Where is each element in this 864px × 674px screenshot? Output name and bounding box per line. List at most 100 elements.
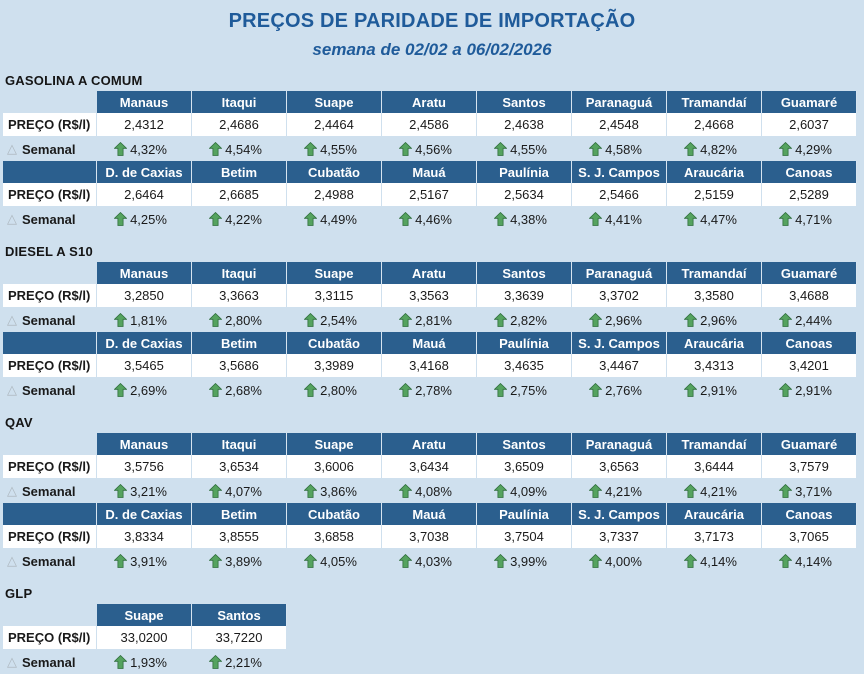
weekly-change-cell: 2,80%: [287, 378, 382, 402]
city-header: Canoas: [762, 332, 857, 354]
weekly-label-text: Semanal: [22, 141, 76, 157]
arrow-up-icon: [494, 212, 507, 226]
weekly-row-label: △ Semanal: [3, 479, 97, 503]
weekly-change-cell: 2,69%: [97, 378, 192, 402]
arrow-up-icon: [589, 212, 602, 226]
arrow-up-icon: [684, 313, 697, 327]
weekly-change-cell: 4,56%: [382, 137, 477, 161]
weekly-change-cell: 4,82%: [667, 137, 762, 161]
weekly-change-value: 2,75%: [510, 382, 547, 398]
table-header-row: Manaus Itaqui Suape Aratu Santos Paranaguá Tra…: [3, 262, 864, 284]
price-row-label: PREÇO (R$/l): [3, 626, 97, 650]
weekly-change-cell: 3,71%: [762, 479, 857, 503]
weekly-change-cell: 4,71%: [762, 207, 857, 231]
weekly-change-cell: 2,78%: [382, 378, 477, 402]
table-header-row: Manaus Itaqui Suape Aratu Santos Paranaguá Tra…: [3, 91, 864, 113]
arrow-up-icon: [779, 484, 792, 498]
arrow-up-icon: [114, 554, 127, 568]
weekly-change-cell: 1,81%: [97, 308, 192, 332]
header-label-cell: [3, 433, 97, 455]
table-header-row: D. de Caxias Betim Cubatão Mauá Paulínia S. J…: [3, 161, 864, 183]
triangle-icon: △: [7, 141, 17, 156]
section-title: GASOLINA A COMUM: [5, 73, 143, 88]
weekly-row-label: △ Semanal: [3, 650, 97, 674]
arrow-up-icon: [209, 554, 222, 568]
price-cell: 3,2850: [97, 284, 192, 308]
weekly-change-value: 2,78%: [415, 382, 452, 398]
price-cell: 3,3580: [667, 284, 762, 308]
weekly-change-value: 4,55%: [510, 141, 547, 157]
price-row-label: PREÇO (R$/l): [3, 354, 97, 378]
weekly-label-text: Semanal: [22, 553, 76, 569]
weekly-change-value: 2,96%: [605, 312, 642, 328]
header-label-cell: [3, 91, 97, 113]
price-row: PREÇO (R$/l) 2,6464 2,6685 2,4988 2,5167 2,56…: [3, 183, 864, 207]
weekly-change-cell: 4,14%: [762, 549, 857, 573]
weekly-change-value: 1,93%: [130, 654, 167, 670]
weekly-change-cell: 2,91%: [762, 378, 857, 402]
price-cell: 2,4988: [287, 183, 382, 207]
weekly-change-value: 4,29%: [795, 141, 832, 157]
arrow-up-icon: [779, 383, 792, 397]
arrow-up-icon: [399, 484, 412, 498]
price-cell: 3,7579: [762, 455, 857, 479]
weekly-change-value: 2,69%: [130, 382, 167, 398]
city-header: Suape: [97, 604, 192, 626]
weekly-change-value: 4,07%: [225, 483, 262, 499]
weekly-change-value: 4,32%: [130, 141, 167, 157]
weekly-change-value: 4,46%: [415, 211, 452, 227]
arrow-up-icon: [399, 142, 412, 156]
weekly-change-value: 2,54%: [320, 312, 357, 328]
city-header: Tramandaí: [667, 91, 762, 113]
arrow-up-icon: [304, 142, 317, 156]
price-cell: 3,8555: [192, 525, 287, 549]
arrow-up-icon: [779, 554, 792, 568]
city-header: Aratu: [382, 433, 477, 455]
arrow-up-icon: [684, 142, 697, 156]
price-cell: 3,4467: [572, 354, 667, 378]
weekly-change-cell: 2,75%: [477, 378, 572, 402]
weekly-change-value: 4,03%: [415, 553, 452, 569]
city-header: Paranaguá: [572, 91, 667, 113]
city-header: Mauá: [382, 332, 477, 354]
price-cell: 3,7038: [382, 525, 477, 549]
weekly-row-label: △ Semanal: [3, 378, 97, 402]
weekly-row: △ Semanal 3,21% 4,07% 3,86% 4,08% 4,09% 4,21% 4,…: [3, 479, 864, 503]
price-cell: 3,7504: [477, 525, 572, 549]
city-header: Cubatão: [287, 332, 382, 354]
city-header: Manaus: [97, 433, 192, 455]
weekly-change-cell: 3,86%: [287, 479, 382, 503]
price-cell: 2,5466: [572, 183, 667, 207]
report-header: PREÇOS DE PARIDADE DE IMPORTAÇÃO semana …: [0, 0, 864, 60]
weekly-row: △ Semanal 4,32% 4,54% 4,55% 4,56% 4,55% 4,58% 4,…: [3, 137, 864, 161]
arrow-up-icon: [209, 313, 222, 327]
triangle-icon: △: [7, 312, 17, 327]
price-cell: 3,3563: [382, 284, 477, 308]
weekly-change-value: 2,81%: [415, 312, 452, 328]
weekly-change-cell: 4,29%: [762, 137, 857, 161]
city-header: Santos: [477, 91, 572, 113]
arrow-up-icon: [399, 212, 412, 226]
weekly-change-value: 2,68%: [225, 382, 262, 398]
arrow-up-icon: [589, 142, 602, 156]
weekly-change-value: 4,71%: [795, 211, 832, 227]
weekly-change-value: 2,96%: [700, 312, 737, 328]
price-cell: 3,4688: [762, 284, 857, 308]
price-cell: 3,7337: [572, 525, 667, 549]
city-header: Paranaguá: [572, 262, 667, 284]
city-header: Aratu: [382, 262, 477, 284]
arrow-up-icon: [684, 383, 697, 397]
weekly-change-value: 4,54%: [225, 141, 262, 157]
weekly-change-value: 4,21%: [700, 483, 737, 499]
weekly-change-cell: 3,21%: [97, 479, 192, 503]
price-row: PREÇO (R$/l) 3,5756 3,6534 3,6006 3,6434 3,65…: [3, 455, 864, 479]
price-cell: 2,4638: [477, 113, 572, 137]
city-header: Itaqui: [192, 433, 287, 455]
price-cell: 3,8334: [97, 525, 192, 549]
city-header: Araucária: [667, 161, 762, 183]
weekly-change-cell: 4,55%: [287, 137, 382, 161]
city-header: Manaus: [97, 262, 192, 284]
city-header: Santos: [477, 262, 572, 284]
weekly-label-text: Semanal: [22, 483, 76, 499]
city-header: Betim: [192, 503, 287, 525]
